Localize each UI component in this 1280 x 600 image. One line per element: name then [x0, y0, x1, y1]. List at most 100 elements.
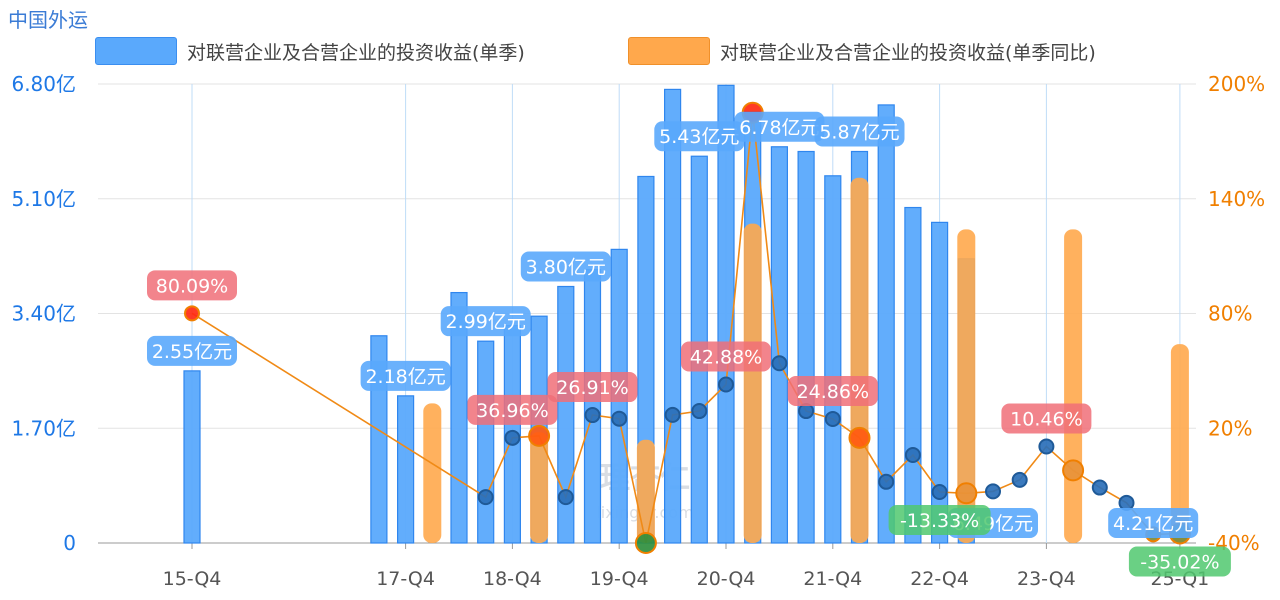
line-point [584, 407, 601, 424]
line-value-label-box [1128, 546, 1231, 577]
legend-item-quarterly[interactable]: 对联营企业及合营企业的投资收益(单季) [95, 37, 525, 65]
line-point [611, 410, 628, 427]
bar-value-label-text: 6.78亿元 [739, 117, 819, 139]
legend-label-quarterly: 对联营企业及合营企业的投资收益(单季) [187, 41, 525, 64]
x-tick-label: 15-Q4 [163, 568, 222, 590]
y-left-tick-label: 3.40亿 [11, 302, 76, 326]
bar-quarterly [904, 206, 922, 544]
line-value-label: -35.02% [1128, 546, 1231, 577]
line-value-label-text: 80.09% [156, 275, 228, 297]
line-value-label-box [888, 504, 991, 535]
bar-quarterly [797, 150, 815, 544]
bar-quarterly [877, 104, 895, 544]
y-left-tick-label: 0 [63, 531, 76, 555]
bar-value-label: 5.43亿元 [654, 121, 745, 152]
line-value-label-box [681, 341, 771, 372]
bar-value-label-box [360, 360, 451, 391]
line-value-label-text: -13.33% [900, 510, 979, 532]
line-point [691, 403, 708, 420]
line-point [504, 429, 521, 446]
line-point [904, 447, 921, 464]
y-right-tick-label: 200% [1208, 72, 1265, 96]
line-value-label: 36.96% [467, 394, 558, 425]
legend-item-yoy[interactable]: 对联营企业及合营企业的投资收益(单季同比) [628, 37, 1096, 65]
line-value-label-text: 24.86% [797, 381, 869, 403]
line-point [771, 355, 788, 372]
y-left-tick-label: 1.70亿 [11, 416, 76, 440]
x-tick-label: 20-Q4 [697, 568, 756, 590]
y-right-tick-label: 80% [1208, 302, 1252, 326]
bar-value-label-text: 2.55亿元 [152, 341, 232, 363]
bar-value-label-box [814, 116, 905, 147]
bar-yoy [850, 177, 869, 543]
bar-value-label: 2.18亿元 [360, 360, 451, 391]
line-value-label: -13.33% [888, 504, 991, 535]
bar-yoy [1064, 229, 1083, 543]
bar-quarterly [397, 395, 415, 544]
legend-swatch-orange [628, 37, 710, 65]
bar-value-label-text: 4.21亿元 [1113, 513, 1193, 535]
line-value-label: 26.91% [547, 372, 638, 403]
line-value-label-box [467, 394, 558, 425]
bar-value-label-box [520, 251, 611, 282]
x-tick-label: 19-Q4 [590, 568, 649, 590]
line-value-label: 42.88% [681, 341, 771, 372]
line-point [477, 489, 494, 506]
line-yoy [191, 112, 1180, 544]
line-point [848, 426, 871, 449]
line-point [985, 483, 1001, 500]
line-value-label-box [1001, 403, 1092, 434]
line-value-label: 24.86% [787, 375, 878, 406]
line-point [528, 424, 551, 447]
line-value-label-box [147, 270, 237, 301]
bar-value-label: 6.78亿元 [734, 111, 825, 142]
line-point [798, 403, 815, 420]
y-left-tick-label: 5.10亿 [11, 187, 76, 211]
y-right-tick-label: 20% [1208, 416, 1252, 440]
line-value-label-box [547, 372, 638, 403]
bar-yoy [1170, 344, 1189, 543]
line-point [1062, 459, 1085, 482]
bar-value-label-text: 2.99亿元 [446, 311, 526, 333]
line-value-label-text: 10.46% [1010, 408, 1082, 430]
line-point [557, 489, 574, 506]
bar-value-label: 3.80亿元 [520, 251, 611, 282]
bar-quarterly [663, 88, 682, 544]
line-point [1091, 479, 1108, 496]
bar-value-label: 5.87亿元 [814, 116, 905, 147]
bar-quarterly [183, 370, 201, 544]
bar-value-label-text: 5.43亿元 [659, 126, 739, 148]
line-point [931, 483, 948, 500]
bar-quarterly [717, 84, 735, 544]
x-tick-label: 22-Q4 [910, 568, 969, 590]
bar-value-label-box [1108, 508, 1199, 538]
x-tick-label: 17-Q4 [376, 568, 435, 590]
legend-label-yoy: 对联营企业及合营企业的投资收益(单季同比) [720, 41, 1096, 64]
line-value-label: 80.09% [147, 270, 237, 301]
bar-value-label-text: 2.18亿元 [365, 366, 445, 388]
bar-quarterly [583, 269, 602, 544]
line-point [824, 410, 841, 427]
y-left-tick-label: 6.80亿 [11, 72, 76, 96]
bar-value-label-text: 5.87亿元 [819, 122, 899, 144]
line-point [1118, 494, 1135, 511]
line-value-label-text: 26.91% [556, 377, 628, 399]
x-tick-label: 23-Q4 [1017, 568, 1076, 590]
line-value-label-text: 36.96% [476, 400, 548, 422]
bar-yoy [530, 432, 549, 543]
x-tick-label: 21-Q4 [803, 568, 862, 590]
line-value-label-text: 42.88% [690, 346, 762, 368]
bar-value-label: 4.21亿元 [1108, 508, 1199, 538]
line-point [634, 532, 657, 554]
line-point [184, 305, 200, 322]
line-value-label-text: -35.02% [1140, 551, 1219, 573]
line-value-label-box [787, 375, 878, 406]
line-point [1038, 438, 1055, 455]
bar-value-label-box [440, 306, 531, 337]
bar-value-label-box [734, 111, 825, 142]
bar-quarterly [450, 291, 468, 544]
y-right-tick-label: 140% [1208, 187, 1265, 211]
bar-yoy [423, 403, 442, 543]
line-point [1011, 471, 1028, 488]
